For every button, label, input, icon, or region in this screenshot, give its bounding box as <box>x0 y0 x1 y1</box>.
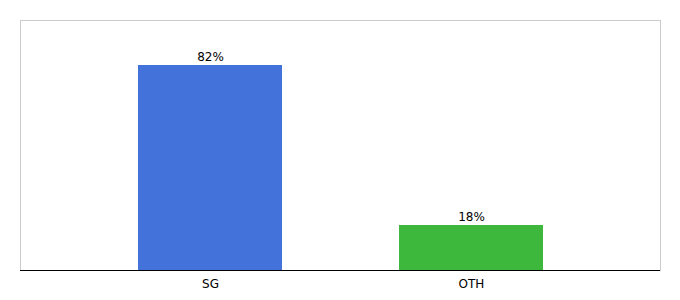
svg-text:82%: 82% <box>197 50 224 64</box>
svg-text:OTH: OTH <box>459 277 485 291</box>
svg-text:SG: SG <box>202 277 219 291</box>
svg-text:18%: 18% <box>458 210 485 224</box>
